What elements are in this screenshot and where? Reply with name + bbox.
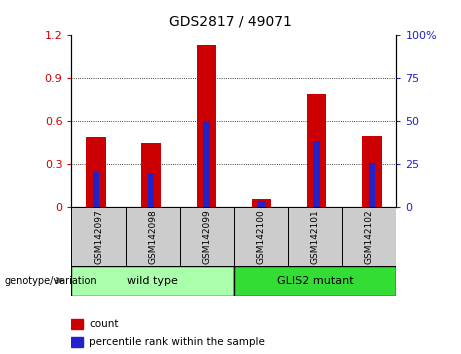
Text: GSM142100: GSM142100 xyxy=(256,209,266,264)
Bar xyxy=(369,164,375,207)
Text: GSM142098: GSM142098 xyxy=(148,209,157,264)
Text: GDS2817 / 49071: GDS2817 / 49071 xyxy=(169,14,292,28)
Bar xyxy=(307,94,326,207)
Bar xyxy=(71,319,83,329)
Bar xyxy=(258,201,265,207)
Text: GSM142099: GSM142099 xyxy=(202,209,212,264)
Text: genotype/variation: genotype/variation xyxy=(5,275,97,286)
Bar xyxy=(288,207,342,266)
Text: wild type: wild type xyxy=(127,275,178,286)
Bar xyxy=(93,172,99,207)
Bar xyxy=(362,136,382,207)
Text: count: count xyxy=(89,319,119,329)
Bar xyxy=(197,45,216,207)
Bar xyxy=(252,199,271,207)
Text: GSM142102: GSM142102 xyxy=(365,209,374,264)
Text: GSM142097: GSM142097 xyxy=(94,209,103,264)
Bar xyxy=(342,207,396,266)
Bar xyxy=(148,173,154,207)
Text: GSM142101: GSM142101 xyxy=(311,209,320,264)
Bar xyxy=(180,207,234,266)
Bar xyxy=(71,266,234,296)
Bar xyxy=(125,207,180,266)
Bar xyxy=(71,337,83,347)
Bar xyxy=(71,207,125,266)
Bar xyxy=(86,137,106,207)
Bar xyxy=(142,143,161,207)
Bar xyxy=(234,266,396,296)
Bar xyxy=(203,120,210,207)
Bar xyxy=(234,207,288,266)
Text: GLIS2 mutant: GLIS2 mutant xyxy=(277,275,354,286)
Bar xyxy=(313,141,320,207)
Text: percentile rank within the sample: percentile rank within the sample xyxy=(89,337,265,347)
